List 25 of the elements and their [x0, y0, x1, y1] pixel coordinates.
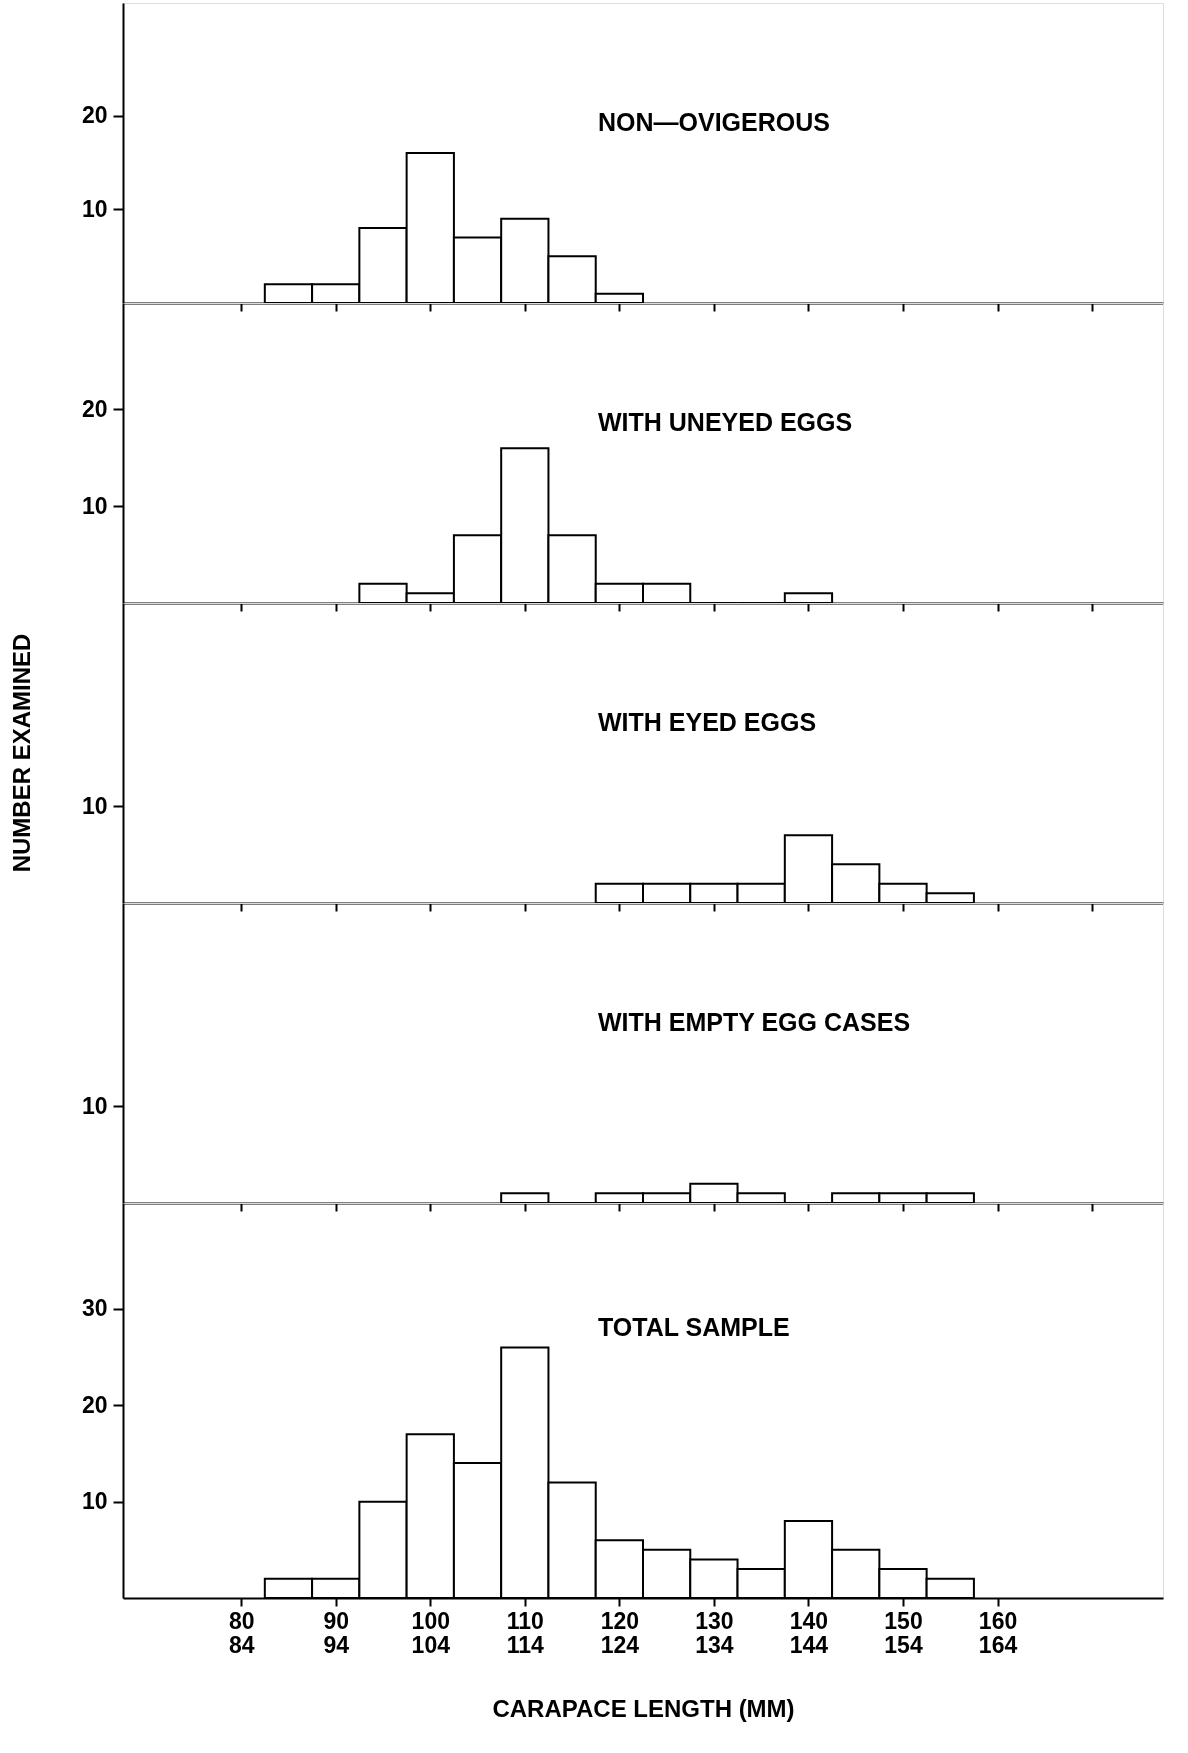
- y-tick-label: 10: [81, 1488, 108, 1515]
- x-tick-label: 110 114: [506, 1607, 545, 1658]
- y-tick-label: 20: [81, 395, 108, 422]
- x-tick-label: 140 144: [789, 1607, 829, 1658]
- text: TOTAL SAMPLE: [598, 1313, 790, 1341]
- x-tick-label: 80 84: [228, 1607, 255, 1658]
- y-axis-title: NUMBER EXAMINED: [8, 633, 35, 873]
- y-tick-label: 10: [81, 1092, 108, 1119]
- x-tick-label: 120 124: [600, 1607, 640, 1658]
- x-tick-label: 100 104: [411, 1607, 451, 1658]
- x-axis-title: CARAPACE LENGTH (MM): [492, 1694, 795, 1722]
- y-tick-label: 20: [81, 102, 108, 128]
- y-tick-label: 10: [81, 492, 108, 519]
- x-tick-label: 160 164: [978, 1607, 1018, 1658]
- x-tick-label: 130 134: [695, 1607, 734, 1658]
- text: WITH UNEYED EGGS: [598, 408, 853, 436]
- y-tick-label: 20: [81, 1391, 108, 1418]
- text: WITH EMPTY EGG CASES: [598, 1008, 911, 1036]
- text: NON—OVIGEROUS: [598, 108, 830, 136]
- y-tick-label: 10: [81, 195, 108, 222]
- x-tick-label: 90 94: [323, 1607, 350, 1658]
- y-tick-label: 30: [81, 1295, 108, 1322]
- x-tick-label: 150 154: [884, 1607, 923, 1658]
- text: WITH EYED EGGS: [598, 708, 817, 736]
- y-tick-label: 10: [81, 792, 108, 819]
